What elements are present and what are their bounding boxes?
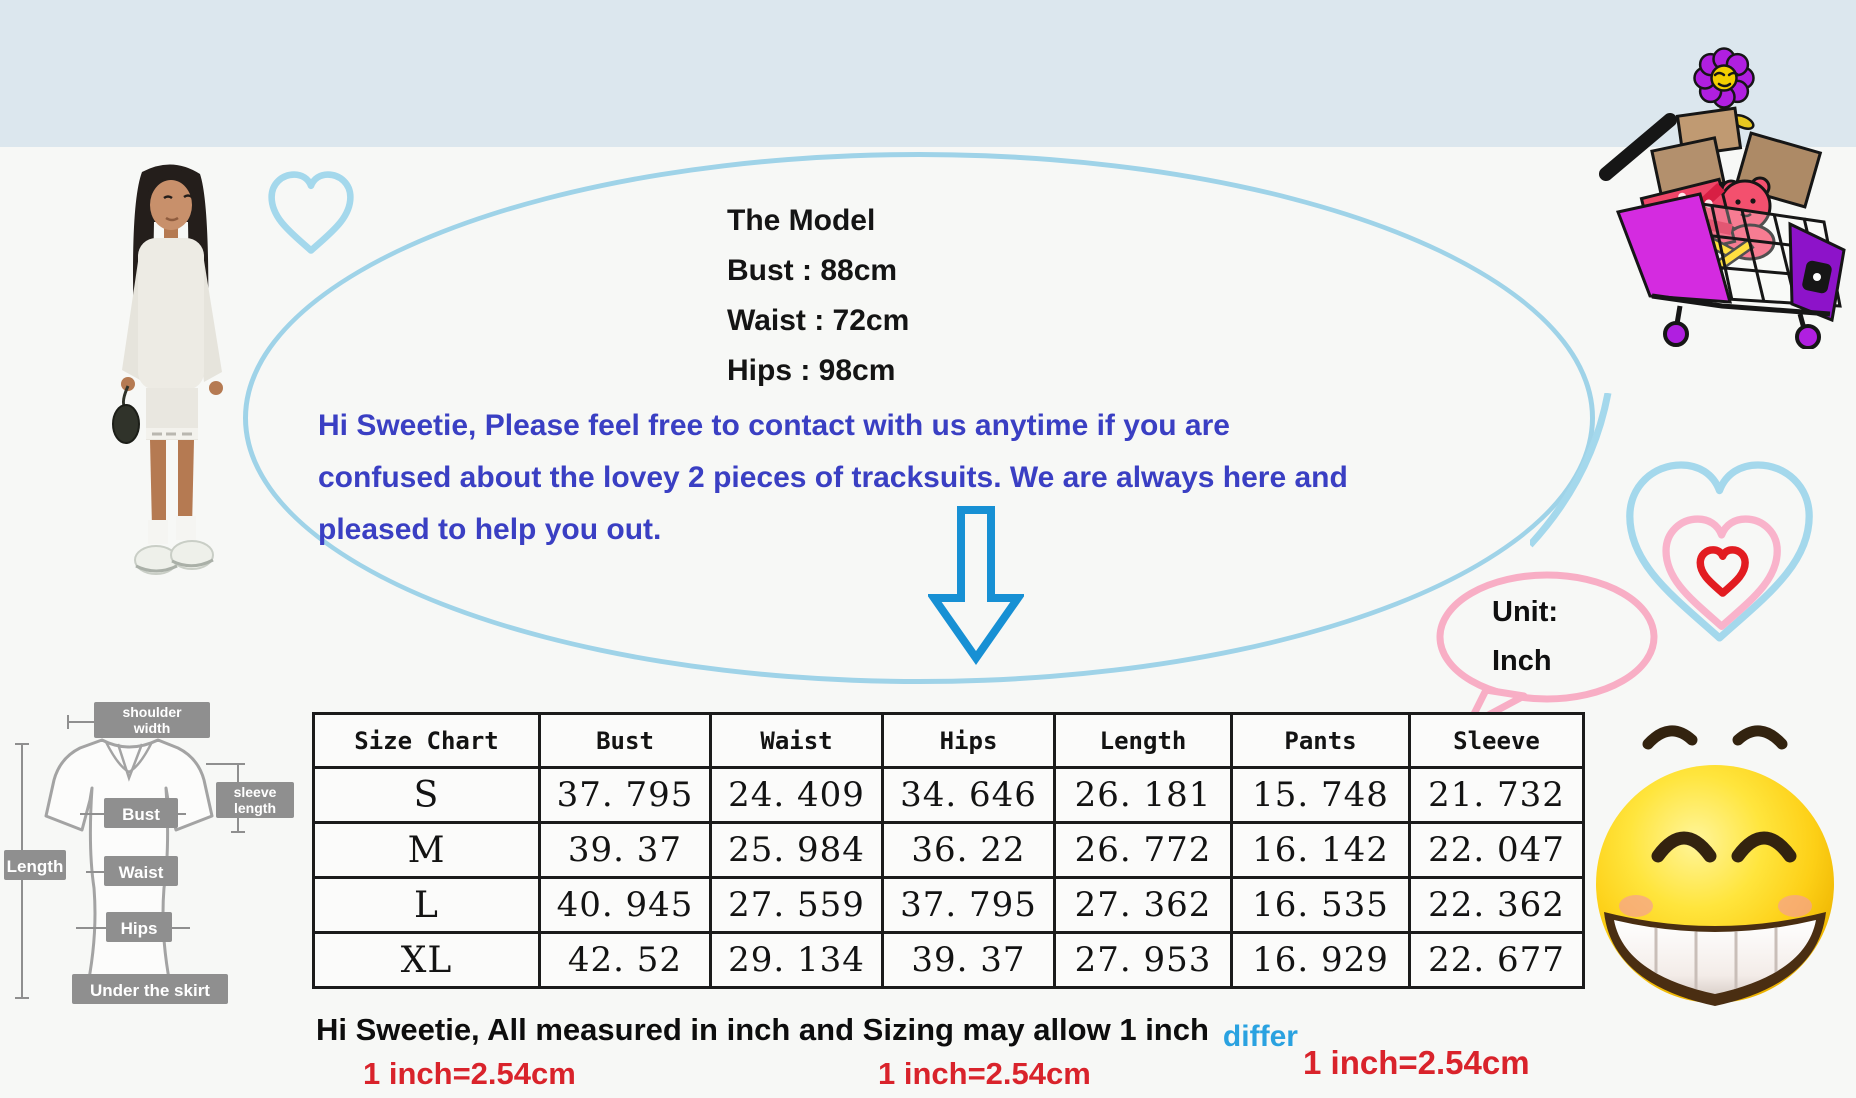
col-header-length: Length [1053, 712, 1233, 769]
highlight-ellipse [243, 152, 1595, 684]
model-bust: Bust : 88cm [727, 254, 898, 287]
col-header-size: Size Chart [312, 712, 541, 769]
col-header-sleeve: Sleeve [1408, 712, 1585, 769]
inch-conversion: 1 inch=2.54cm [363, 1056, 576, 1091]
inch-conversion: 1 inch=2.54cm [1303, 1044, 1530, 1081]
top-banner [0, 0, 1856, 147]
differ-text: differ [1222, 1020, 1298, 1053]
size-chart-table: Size Chart Bust Waist Hips Length Pants … [312, 712, 1585, 989]
unit-label: Unit: Inch [1492, 596, 1559, 677]
table-header-row: Size Chart Bust Waist Hips Length Pants … [312, 712, 1585, 769]
sweatshirt [138, 238, 204, 390]
model-hips: Hips : 98cm [727, 354, 896, 387]
cart-wheel [1795, 324, 1821, 349]
shopping-cart-clipart [1599, 47, 1846, 349]
size-chart: Size Chart Bust Waist Hips Length Pants … [312, 712, 1585, 989]
down-arrow-icon [928, 506, 1024, 665]
model-photo [112, 164, 223, 575]
cart-handle [1599, 113, 1677, 181]
diagram-label-under-skirt: Under the skirt [90, 981, 210, 1000]
decorative-arc [1530, 393, 1612, 548]
cart-wheel [1663, 321, 1689, 347]
svg-text:width: width [133, 720, 171, 736]
garment-measurement-diagram: shoulder width sleeve length Bust Waist … [4, 702, 294, 1004]
diagram-label-waist: Waist [119, 863, 164, 882]
table-row: S 37. 795 24. 409 34. 646 26. 181 15. 74… [312, 766, 1585, 824]
col-header-waist: Waist [709, 712, 884, 769]
measurement-note: Hi Sweetie, All measured in inch and Siz… [316, 1012, 1298, 1053]
heart-outline-icon [268, 171, 354, 254]
col-header-hips: Hips [881, 712, 1056, 769]
diagram-label-hips: Hips [121, 919, 158, 938]
note-text: Hi Sweetie, All measured in inch and Siz… [316, 1012, 1209, 1047]
nested-hearts-icon [1602, 450, 1837, 655]
smiley-emoji [1596, 725, 1834, 1006]
table-row: XL 42. 52 29. 134 39. 37 27. 953 16. 929… [312, 931, 1585, 989]
diagram-label-length: Length [7, 857, 64, 876]
model-measurements: The Model Bust : 88cm Waist : 72cm Hips … [727, 196, 909, 396]
table-row: M 39. 37 25. 984 36. 22 26. 772 16. 142 … [312, 821, 1585, 879]
diagram-label-shoulder: shoulder [122, 704, 182, 720]
diagram-label-bust: Bust [122, 805, 160, 824]
svg-text:length: length [234, 800, 276, 816]
greeting-text: Hi Sweetie, Please feel free to contact … [318, 409, 1348, 546]
sneaker [170, 540, 214, 570]
col-header-pants: Pants [1230, 712, 1411, 769]
model-waist: Waist : 72cm [727, 304, 910, 337]
inch-conversion: 1 inch=2.54cm [878, 1056, 1091, 1091]
diagram-label-sleeve: sleeve [234, 784, 277, 800]
handbag [112, 404, 140, 444]
table-row: L 40. 945 27. 559 37. 795 27. 362 16. 53… [312, 876, 1585, 934]
cart-front-panel [1615, 192, 1733, 304]
col-header-bust: Bust [538, 712, 712, 769]
model-title: The Model [727, 204, 876, 237]
